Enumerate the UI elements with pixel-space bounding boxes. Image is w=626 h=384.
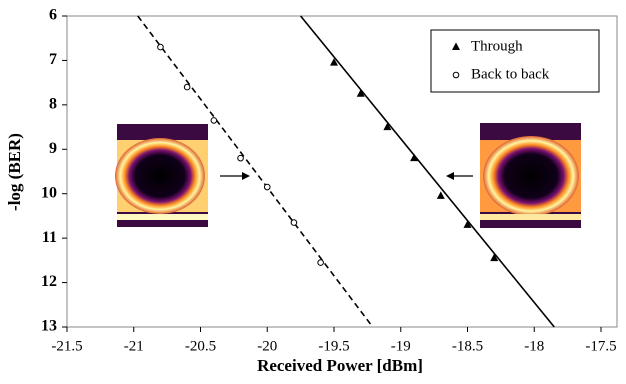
x-tick-label: -20 bbox=[257, 338, 277, 354]
y-tick-label: 11 bbox=[42, 229, 57, 246]
y-tick-label: 13 bbox=[41, 318, 57, 335]
x-tick-label: -21 bbox=[124, 338, 144, 354]
x-tick-label: -18.5 bbox=[452, 338, 483, 354]
data-point bbox=[238, 155, 244, 161]
legend-marker bbox=[453, 72, 459, 78]
chart: Received Power [dBm] -log (BER) -21.5 -21… bbox=[0, 0, 626, 379]
data-point bbox=[184, 84, 190, 90]
legend-label: Back to back bbox=[471, 66, 550, 82]
data-point bbox=[291, 220, 297, 226]
data-point bbox=[318, 260, 324, 266]
y-tick-label: 10 bbox=[41, 184, 57, 201]
data-point bbox=[158, 44, 164, 50]
y-tick-label: 8 bbox=[49, 96, 57, 113]
x-tick-label: -19 bbox=[391, 338, 411, 354]
y-tick-label: 6 bbox=[49, 7, 57, 24]
x-tick-label: -20.5 bbox=[185, 338, 216, 354]
eye-diagram-left bbox=[115, 124, 208, 227]
legend-label: Through bbox=[471, 38, 523, 54]
data-point bbox=[211, 118, 217, 124]
data-point bbox=[264, 184, 270, 190]
eye-diagram-right bbox=[480, 123, 581, 228]
y-tick-label: 12 bbox=[41, 273, 57, 290]
x-tick-label: -18 bbox=[524, 338, 544, 354]
y-tick-label: 9 bbox=[49, 140, 57, 157]
x-tick-label: -21.5 bbox=[51, 338, 82, 354]
y-axis-label: -log (BER) bbox=[5, 133, 24, 211]
x-tick-label: -19.5 bbox=[318, 338, 349, 354]
y-tick-label: 7 bbox=[49, 51, 57, 68]
x-tick-label: -17.5 bbox=[585, 338, 616, 354]
x-axis-label: Received Power [dBm] bbox=[257, 356, 423, 375]
